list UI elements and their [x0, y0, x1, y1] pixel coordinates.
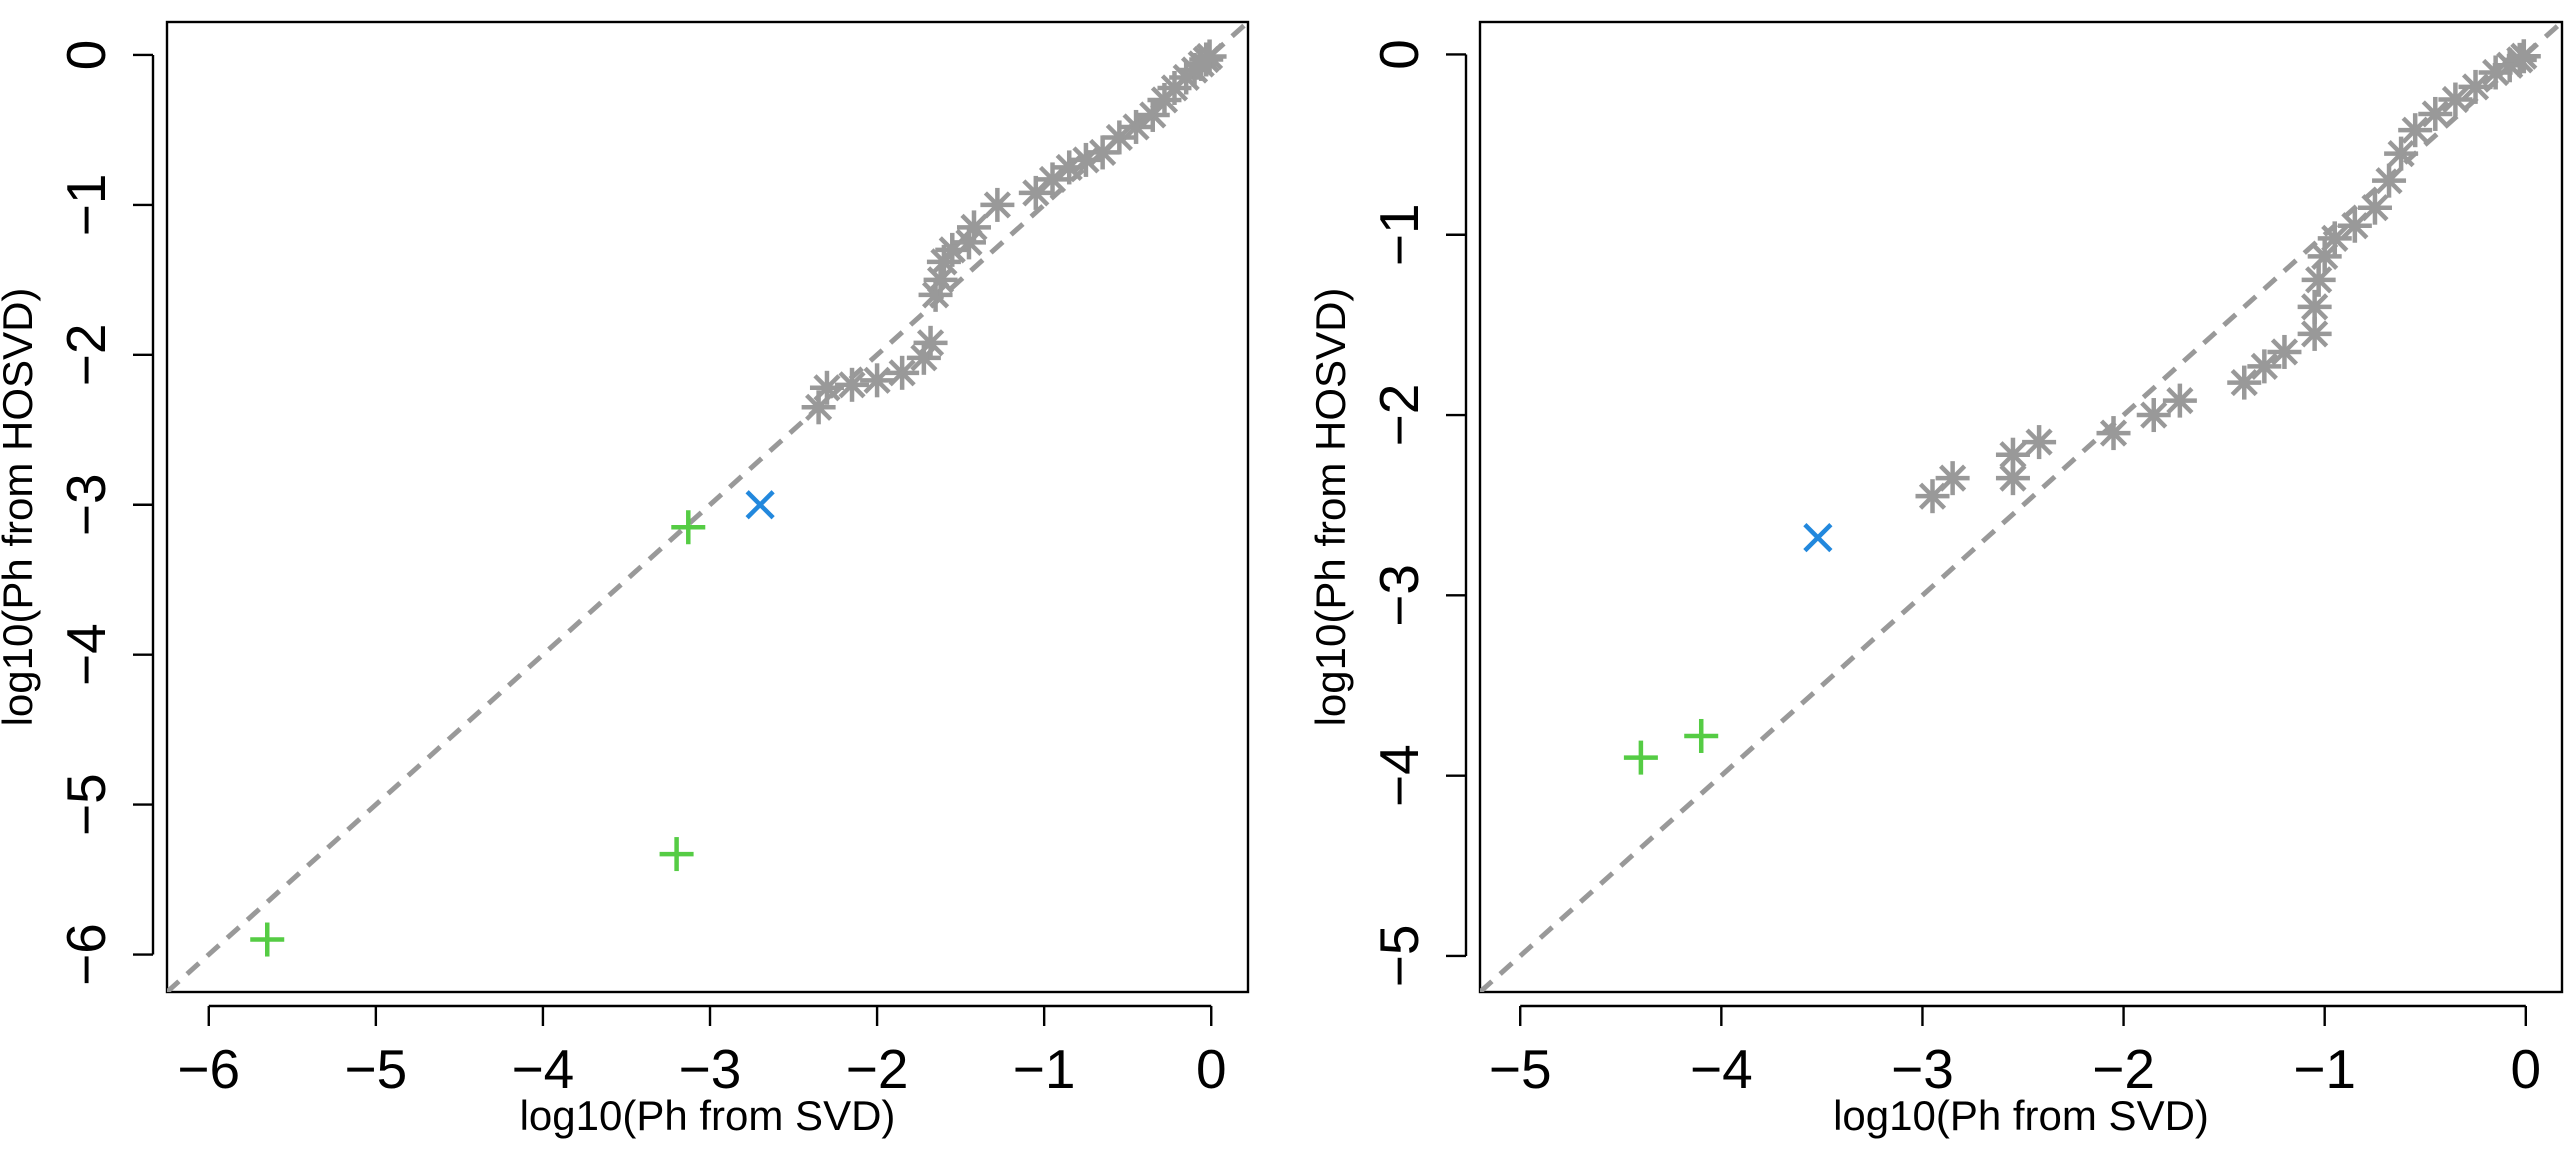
- series-blue-cross: [1803, 523, 1833, 553]
- data-point-asterisk: [980, 187, 1015, 222]
- x-tick-label: −5: [1489, 1038, 1552, 1100]
- y-axis-label: log10(Ph from HOSVD): [0, 288, 41, 727]
- data-point-asterisk: [2398, 113, 2433, 148]
- data-point-asterisk: [1935, 461, 1970, 496]
- data-point-asterisk: [2506, 39, 2541, 74]
- x-tick-label: −2: [846, 1038, 909, 1100]
- data-point-asterisk: [835, 367, 870, 402]
- y-tick-label: 0: [1368, 39, 1430, 70]
- data-point-asterisk: [2357, 190, 2392, 225]
- data-point-asterisk: [2297, 289, 2332, 324]
- y-tick-label: −2: [1368, 384, 1430, 447]
- data-point-asterisk: [2247, 349, 2282, 384]
- data-point-asterisk: [951, 225, 986, 260]
- series-gray-asterisk: [1915, 39, 2541, 514]
- x-tick-label: −2: [2092, 1038, 2155, 1100]
- left-panel: −6 −5 −4 −3 −2 −1 0 −6 −5 −4 −3 −2 −1 0 log10(Ph from …: [0, 20, 1250, 1139]
- x-tick-label: −3: [1891, 1038, 1954, 1100]
- plot-frame: [1478, 20, 2564, 994]
- y-tick-label: −1: [55, 174, 117, 237]
- data-point-asterisk: [2418, 96, 2453, 131]
- data-point-asterisk: [2307, 239, 2342, 274]
- data-point-asterisk: [2301, 262, 2336, 297]
- y-tick-label: −3: [1368, 564, 1430, 627]
- x-tick-label: −1: [2293, 1038, 2356, 1100]
- y-tick-label: −1: [1368, 203, 1430, 266]
- y-tick-label: −4: [55, 623, 117, 686]
- right-panel: −5 −4 −3 −2 −1 0 −5 −4 −3 −2 −1 0 log10(Ph from SVD)…: [1307, 20, 2564, 1139]
- data-point-asterisk: [2384, 136, 2419, 171]
- data-point-asterisk: [2096, 416, 2131, 451]
- data-point-asterisk: [2372, 163, 2407, 198]
- data-point-plus: [250, 922, 285, 957]
- y-axis-label: log10(Ph from HOSVD): [1307, 288, 1354, 727]
- data-point-plus: [671, 510, 706, 545]
- x-tick-label: −5: [344, 1038, 407, 1100]
- series-blue-cross: [745, 490, 775, 520]
- series-gray-asterisk: [801, 39, 1227, 425]
- data-point-asterisk: [2022, 425, 2057, 460]
- data-point-asterisk: [809, 370, 844, 405]
- data-point-asterisk: [885, 355, 920, 390]
- x-tick-label: −4: [512, 1038, 575, 1100]
- y-tick-label: −2: [55, 323, 117, 386]
- y-tick-label: −5: [55, 773, 117, 836]
- data-point-asterisk: [860, 363, 895, 398]
- data-point-asterisk: [913, 325, 948, 360]
- x-tick-label: −6: [177, 1038, 240, 1100]
- y-tick-label: 0: [55, 40, 117, 71]
- series-green-plus: [250, 510, 706, 957]
- y-tick-label: −5: [1368, 925, 1430, 988]
- data-point-asterisk: [2227, 365, 2262, 400]
- data-point-asterisk: [2267, 334, 2302, 369]
- data-point-x: [1803, 523, 1833, 553]
- plot-frame: [165, 20, 1250, 994]
- data-point-asterisk: [956, 210, 991, 245]
- data-point-plus: [659, 837, 694, 872]
- data-point-asterisk: [1995, 437, 2030, 472]
- data-point-asterisk: [2317, 221, 2352, 256]
- x-tick-label: −4: [1690, 1038, 1753, 1100]
- x-tick-label: 0: [2511, 1038, 2542, 1100]
- x-tick-label: 0: [1196, 1038, 1227, 1100]
- data-point-plus: [1684, 718, 1719, 753]
- series-green-plus: [1623, 718, 1719, 775]
- data-point-asterisk: [2438, 82, 2473, 117]
- y-tick-label: −4: [1368, 744, 1430, 807]
- y-tick-label: −6: [55, 923, 117, 986]
- x-tick-label: −3: [679, 1038, 742, 1100]
- data-point-plus: [1623, 740, 1658, 775]
- x-axis-label: log10(Ph from SVD): [1833, 1092, 2209, 1139]
- y-tick-label: −3: [55, 473, 117, 536]
- data-point-asterisk: [1192, 39, 1227, 74]
- x-axis-label: log10(Ph from SVD): [520, 1092, 896, 1139]
- data-point-asterisk: [2136, 398, 2171, 433]
- data-point-x: [745, 490, 775, 520]
- x-tick-label: −1: [1013, 1038, 1076, 1100]
- data-point-asterisk: [2162, 383, 2197, 418]
- data-point-asterisk: [2458, 69, 2493, 104]
